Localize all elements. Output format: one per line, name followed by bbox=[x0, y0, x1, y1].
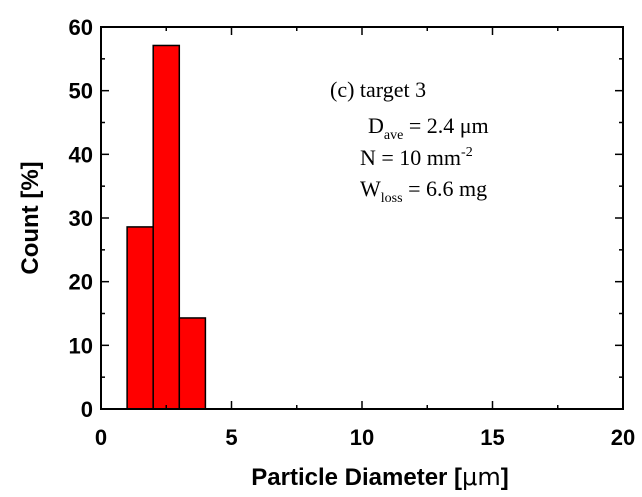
annotation-diameter-main: D bbox=[368, 113, 384, 138]
y-tick-label: 0 bbox=[81, 397, 93, 422]
x-tick-label: 5 bbox=[225, 425, 237, 450]
histogram-bar-0 bbox=[126, 226, 154, 410]
y-tick-label: 50 bbox=[69, 79, 93, 104]
annotation-block: (c) target 3 Dave = 2.4 μm N = 10 mm-2 W… bbox=[330, 77, 489, 206]
annotation-density: N = 10 mm-2 bbox=[360, 145, 473, 170]
x-tick-label: 15 bbox=[480, 425, 504, 450]
y-tick-label: 10 bbox=[69, 333, 93, 358]
annotation-diameter-rest: = 2.4 μm bbox=[403, 113, 488, 138]
annotation-density-main: N = 10 mm bbox=[360, 145, 461, 170]
x-tick-label: 0 bbox=[95, 425, 107, 450]
histogram-bar-1 bbox=[152, 44, 181, 410]
x-tick-label: 10 bbox=[350, 425, 374, 450]
bars-group bbox=[126, 44, 207, 410]
annotation-diameter: Dave = 2.4 μm bbox=[368, 113, 489, 143]
x-axis-title-main: Particle Diameter [ bbox=[251, 464, 462, 491]
annotation-density-sup: -2 bbox=[461, 145, 473, 160]
annotation-title: (c) target 3 bbox=[330, 77, 426, 102]
x-tick-label: 20 bbox=[611, 425, 635, 450]
annotation-weight-loss-sub: loss bbox=[381, 191, 403, 206]
y-axis-title: Count [%] bbox=[17, 161, 44, 274]
y-tick-label: 30 bbox=[69, 206, 93, 231]
y-tick-label: 20 bbox=[69, 270, 93, 295]
y-tick-label: 60 bbox=[69, 15, 93, 40]
annotation-weight-loss-rest: = 6.6 mg bbox=[403, 176, 488, 201]
plot-frame bbox=[100, 26, 624, 410]
annotation-weight-loss-main: W bbox=[360, 176, 381, 201]
x-axis-title: Particle Diameter [μm] bbox=[251, 463, 508, 491]
annotation-weight-loss: Wloss = 6.6 mg bbox=[360, 176, 487, 206]
annotation-diameter-sub: ave bbox=[384, 128, 403, 143]
y-tick-label: 40 bbox=[69, 142, 93, 167]
histogram-bar-2 bbox=[178, 317, 207, 410]
x-axis-title-close: ] bbox=[501, 464, 509, 491]
ticks-group: 0 5 10 15 20 0 10 20 30 40 50 60 bbox=[69, 15, 636, 450]
x-axis-title-unit: μm bbox=[462, 463, 501, 491]
